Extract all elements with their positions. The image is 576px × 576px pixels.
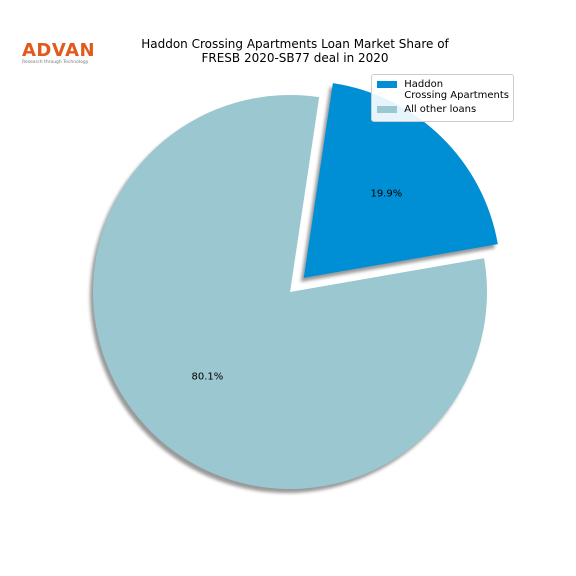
- logo: ADVAN Research through Technology: [22, 42, 95, 66]
- legend-label: All other loans: [404, 104, 477, 115]
- legend-swatch: [377, 106, 398, 113]
- value-label: 19.9%: [370, 188, 402, 199]
- legend-swatch: [377, 81, 398, 88]
- legend-label: Haddon Crossing Apartments: [404, 79, 509, 101]
- value-label: 80.1%: [192, 372, 224, 383]
- logo-tagline: Research through Technology: [22, 60, 89, 65]
- logo-name: ADVAN: [22, 40, 96, 61]
- chart-title: Haddon Crossing Apartments Loan Market S…: [141, 37, 449, 65]
- legend: Haddon Crossing Apartments All other loan…: [371, 74, 514, 122]
- legend-entry: Haddon Crossing Apartments: [377, 79, 509, 101]
- pie-slice: [303, 83, 498, 278]
- legend-entry: All other loans: [377, 104, 509, 115]
- pie-slice: [92, 95, 488, 489]
